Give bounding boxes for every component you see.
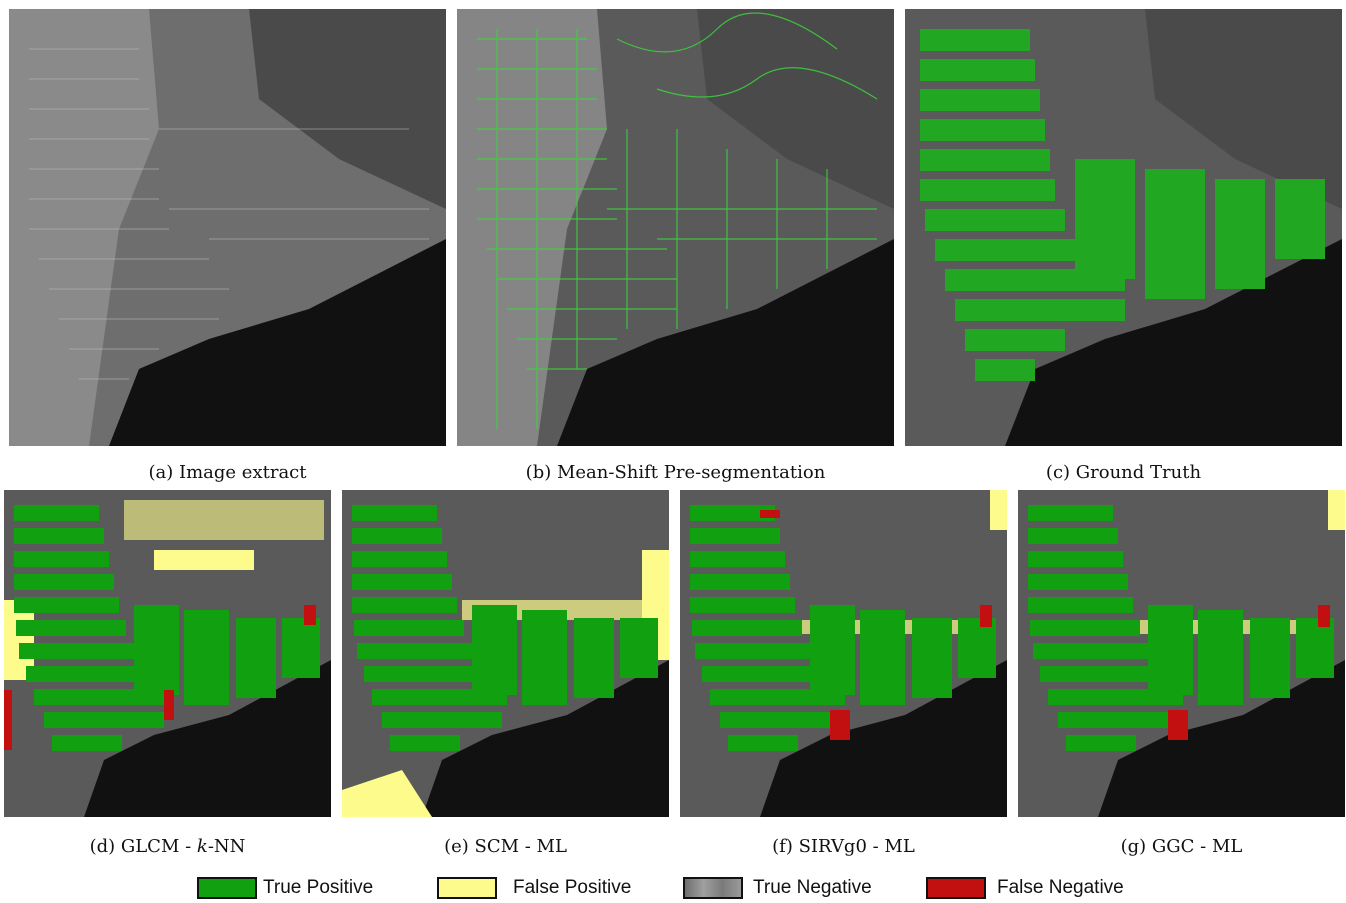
legend-true-negative: True Negative	[683, 877, 908, 901]
panel-f-svg	[680, 490, 1007, 817]
legend-label-true-positive: True Positive	[263, 877, 374, 898]
caption-a: (a) Image extract	[148, 462, 307, 483]
panel-a-svg	[9, 9, 446, 446]
legend-swatch-false-negative	[926, 877, 986, 899]
caption-d-italic: k	[196, 836, 208, 857]
caption-d: (d) GLCM - k-NN	[4, 836, 331, 857]
legend-swatch-true-positive	[197, 877, 257, 899]
panel-e-scm-ml	[342, 490, 669, 817]
legend-false-positive: False Positive	[437, 877, 662, 901]
panel-e-svg	[342, 490, 669, 817]
caption-g: (g) GGC - ML	[1120, 836, 1243, 857]
caption-d-post: -NN	[207, 836, 246, 857]
panel-c-ground-truth	[905, 9, 1342, 446]
legend-false-negative: False Negative	[926, 877, 1166, 901]
caption-e: (e) SCM - ML	[444, 836, 567, 857]
legend-label-false-positive: False Positive	[513, 877, 632, 898]
panel-g-svg	[1018, 490, 1345, 817]
panel-d-glcm-knn	[4, 490, 331, 817]
panel-f-sirvg0-ml	[680, 490, 1007, 817]
legend-true-positive: True Positive	[197, 877, 407, 901]
panel-b-mean-shift	[457, 9, 894, 446]
legend-label-true-negative: True Negative	[753, 877, 872, 898]
panel-g-ggc-ml	[1018, 490, 1345, 817]
legend-swatch-true-negative	[683, 877, 743, 899]
caption-d-pre: (d) GLCM -	[89, 836, 197, 857]
caption-c: (c) Ground Truth	[1045, 462, 1202, 483]
panel-d-svg	[4, 490, 331, 817]
caption-f: (f) SIRVg0 - ML	[772, 836, 915, 857]
legend-label-false-negative: False Negative	[997, 877, 1124, 898]
caption-b: (b) Mean-Shift Pre-segmentation	[525, 462, 826, 483]
panel-b-svg	[457, 9, 894, 446]
panel-a-image	[9, 9, 446, 446]
panel-c-svg	[905, 9, 1342, 446]
legend-swatch-false-positive	[437, 877, 497, 899]
